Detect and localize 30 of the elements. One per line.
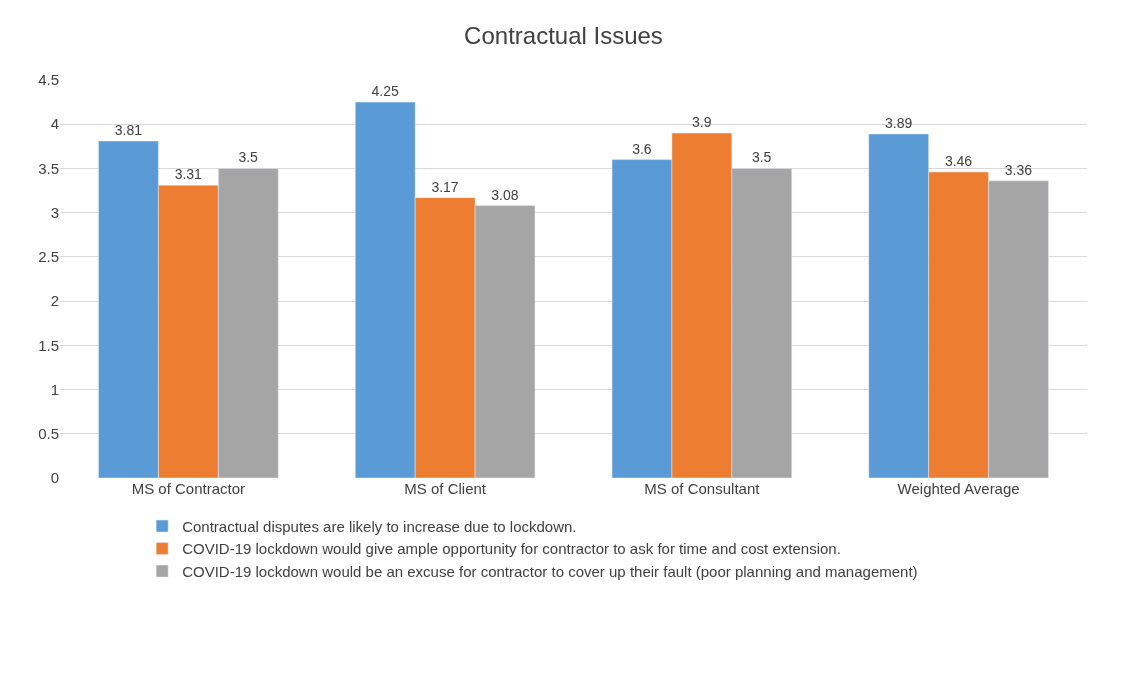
y-tick-label: 1 <box>50 380 59 398</box>
data-label: 3.81 <box>114 122 143 139</box>
data-label: 3.31 <box>174 166 203 183</box>
y-tick-label: 4.5 <box>38 71 59 89</box>
data-label: 3.89 <box>884 114 913 131</box>
y-tick-label: 3 <box>50 203 59 221</box>
data-label: 3.17 <box>431 178 459 195</box>
data-label: 4.25 <box>371 83 399 100</box>
legend-label: COVID-19 lockdown would give ample opportunity for contractor to ask for time and cost extension. <box>182 540 841 558</box>
legend-label: COVID-19 lockdown would be an excuse for contractor to cover up their fault (poor planning and management) <box>182 562 918 580</box>
y-tick-label: 1.5 <box>38 336 59 354</box>
x-tick-label: Weighted Average <box>897 480 1020 497</box>
data-label: 3.9 <box>692 114 712 131</box>
data-label: 3.46 <box>944 152 973 169</box>
y-tick-label: 2 <box>50 292 59 310</box>
data-label: 3.6 <box>632 140 652 157</box>
legend-label: Contractual disputes are likely to increase due to lockdown. <box>182 517 577 535</box>
y-tick-label: 2.5 <box>38 248 59 266</box>
x-tick-label: MS of Contractor <box>131 480 246 497</box>
data-label: 3.36 <box>1004 161 1033 178</box>
chart-title: Contractual Issues <box>464 22 663 50</box>
y-tick-label: 0.5 <box>38 425 59 443</box>
data-label: 3.5 <box>751 149 772 166</box>
y-tick-label: 0 <box>50 469 59 487</box>
y-tick-label: 3.5 <box>38 159 59 177</box>
data-label: 3.5 <box>238 149 259 166</box>
data-label: 3.08 <box>491 186 519 203</box>
y-tick-label: 4 <box>50 115 59 133</box>
x-tick-label: MS of Consultant <box>644 480 761 497</box>
x-tick-label: MS of Client <box>404 480 487 497</box>
